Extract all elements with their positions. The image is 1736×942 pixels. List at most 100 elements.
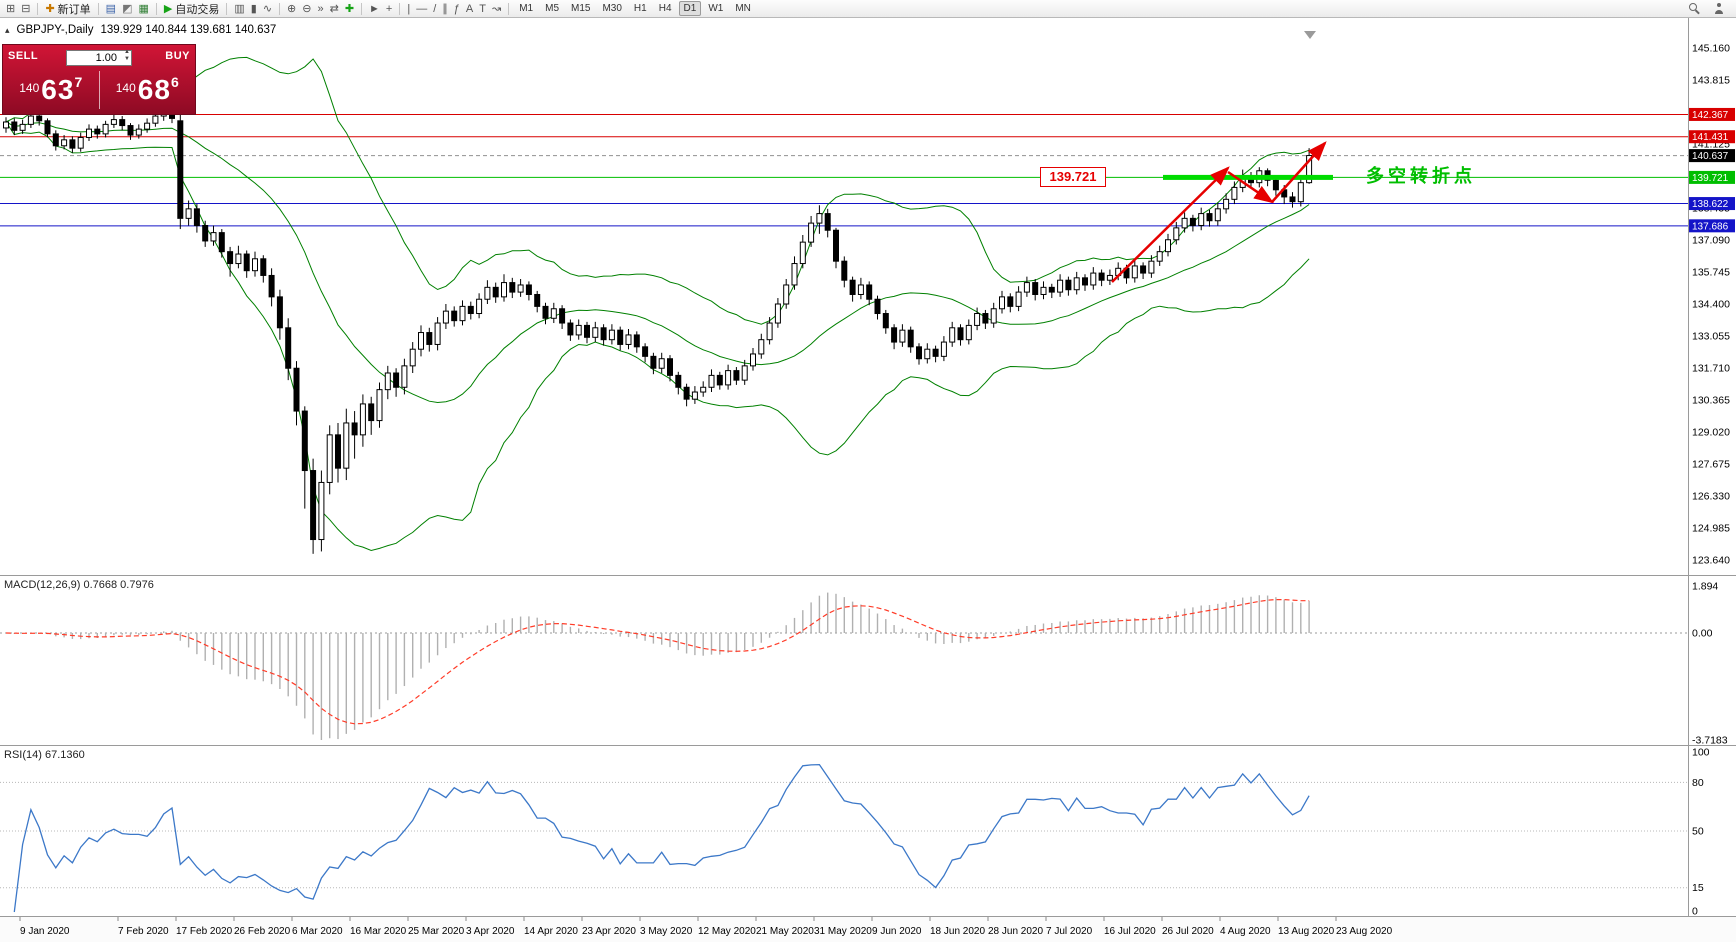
one-click-toggle-icon[interactable]: ▴ [5,24,10,35]
new-order-button[interactable]: ✚ 新订单 [42,1,93,17]
timeframe-m1[interactable]: M1 [519,3,534,14]
zoom-out-icon[interactable]: ⊖ [299,1,314,17]
current-price-tag [1689,149,1735,163]
svg-text:3 May 2020: 3 May 2020 [640,926,693,937]
zoom-in-icon[interactable]: ⊕ [284,1,299,17]
line-chart-icon[interactable]: ∿ [260,1,275,17]
candlestick-chart-icon[interactable]: ▮ [248,1,260,17]
toolbar-separator [399,2,401,15]
text-icon: A [465,2,474,15]
svg-text:142.367: 142.367 [1692,110,1729,121]
auto-scroll-icon[interactable]: » [314,1,326,17]
toolbar-separator [279,2,281,15]
timeframe-h1[interactable]: H1 [633,3,647,14]
arrows-icon: ↝ [491,2,502,15]
svg-text:26 Jul 2020: 26 Jul 2020 [1162,926,1214,937]
svg-text:139.721: 139.721 [1692,173,1729,184]
macd-histogram [13,592,1310,740]
trendline-icon: / [433,2,437,15]
timeframe-m30[interactable]: M30 [602,3,622,14]
support-line-2-tag [1689,219,1735,233]
sell-price-pip: 7 [74,73,83,90]
indicators-icon[interactable]: ✚ [342,1,357,17]
chart-shift-marker[interactable] [1304,31,1316,39]
bar-chart-icon: ▥ [234,2,245,15]
navigator-icon[interactable]: ◩ [119,1,135,17]
svg-text:145.160: 145.160 [1692,43,1730,55]
svg-text:4 Aug 2020: 4 Aug 2020 [1220,926,1271,937]
timeframe-h4[interactable]: H4 [658,3,672,14]
trend-arrows[interactable] [1111,141,1327,283]
zoom-in-icon: ⊕ [287,2,297,15]
market-watch-icon[interactable]: ▤ [103,1,119,17]
pivot-price-label[interactable]: 139.721 [1040,167,1106,187]
vertical-line-icon[interactable]: | [404,1,413,17]
svg-text:9 Jan 2020: 9 Jan 2020 [20,926,70,937]
new-chart-icon: ⊞ [6,2,16,15]
horizontal-line-icon[interactable]: — [413,1,430,17]
buy-price-base: 140 [115,80,136,95]
search-icon[interactable] [1689,2,1701,15]
svg-text:18 Jun 2020: 18 Jun 2020 [930,926,985,937]
chart-shift-icon[interactable]: ⇄ [327,1,342,17]
rsi-line [13,763,1310,913]
svg-text:0.00: 0.00 [1692,628,1713,640]
volume-up-icon[interactable]: ▲ [124,48,130,55]
svg-text:-3.7183: -3.7183 [1692,735,1728,747]
terminal-icon[interactable]: ▦ [135,1,151,17]
timeframe-w1[interactable]: W1 [708,3,724,14]
autotrade-button: ▶ [163,2,173,15]
toolbar-separator [97,2,99,15]
svg-text:15: 15 [1692,882,1704,894]
horizontal-lines[interactable] [0,113,1688,227]
svg-text:126.330: 126.330 [1692,491,1730,503]
chart-profiles-icon[interactable]: ⊟ [18,1,33,17]
text-icon[interactable]: A [463,1,476,17]
svg-text:7 Jul 2020: 7 Jul 2020 [1046,926,1093,937]
channel-icon[interactable]: ∥ [439,1,451,17]
timeframe-mn[interactable]: MN [735,3,751,14]
svg-text:31 May 2020: 31 May 2020 [814,926,872,937]
svg-text:100: 100 [1692,747,1710,759]
timeframe-m5[interactable]: M5 [545,3,560,14]
chart-canvas[interactable]: 145.160143.815142.470141.125139.780138.4… [0,18,1736,942]
timeframe-m15[interactable]: M15 [571,3,591,14]
svg-text:6 Mar 2020: 6 Mar 2020 [292,926,343,937]
auto-scroll-icon: » [317,2,324,15]
buy-label[interactable]: BUY [165,49,190,62]
svg-text:28 Jun 2020: 28 Jun 2020 [988,926,1043,937]
chart-profiles-icon: ⊟ [21,2,31,15]
turning-point-segment[interactable] [1163,174,1333,180]
svg-text:124.985: 124.985 [1692,523,1730,535]
new-order-button: ✚ [45,2,55,15]
trendline-icon[interactable]: / [430,1,439,17]
time-axis[interactable] [0,917,1736,942]
toolbar-right-group [1689,2,1733,15]
cursor-icon: ► [369,2,380,15]
cursor-icon[interactable]: ► [366,1,383,17]
svg-text:9 Jun 2020: 9 Jun 2020 [872,926,922,937]
community-icon[interactable] [1713,3,1725,14]
volume-down-icon[interactable]: ▼ [124,55,130,62]
svg-text:3 Apr 2020: 3 Apr 2020 [466,926,515,937]
chart-shift-icon: ⇄ [329,2,339,15]
fibonacci-icon[interactable]: ƒ [451,1,463,17]
date-labels: 9 Jan 2020 7 Feb 2020 17 Feb 2020 26 Feb 20… [19,917,1393,937]
sell-button[interactable]: 140637 [3,74,99,106]
volume-input[interactable] [66,49,132,66]
arrows-icon[interactable]: ↝ [489,1,504,17]
timeframe-d1[interactable]: D1 [678,1,702,16]
autotrade-button[interactable]: ▶ 自动交易 [161,1,222,17]
sell-label[interactable]: SELL [8,49,39,62]
volume-stepper[interactable]: ▲ ▼ [66,48,132,66]
turning-point-annotation[interactable]: 多空转折点 [1366,166,1476,186]
label-icon[interactable]: T [476,1,489,17]
svg-text:17 Feb 2020: 17 Feb 2020 [176,926,233,937]
svg-text:21 May 2020: 21 May 2020 [756,926,814,937]
new-chart-icon[interactable]: ⊞ [3,1,18,17]
svg-text:26 Feb 2020: 26 Feb 2020 [234,926,291,937]
bar-chart-icon[interactable]: ▥ [231,1,247,17]
crosshair-icon[interactable]: + [383,1,395,17]
svg-text:140.637: 140.637 [1692,151,1729,162]
buy-button[interactable]: 140686 [100,74,196,106]
